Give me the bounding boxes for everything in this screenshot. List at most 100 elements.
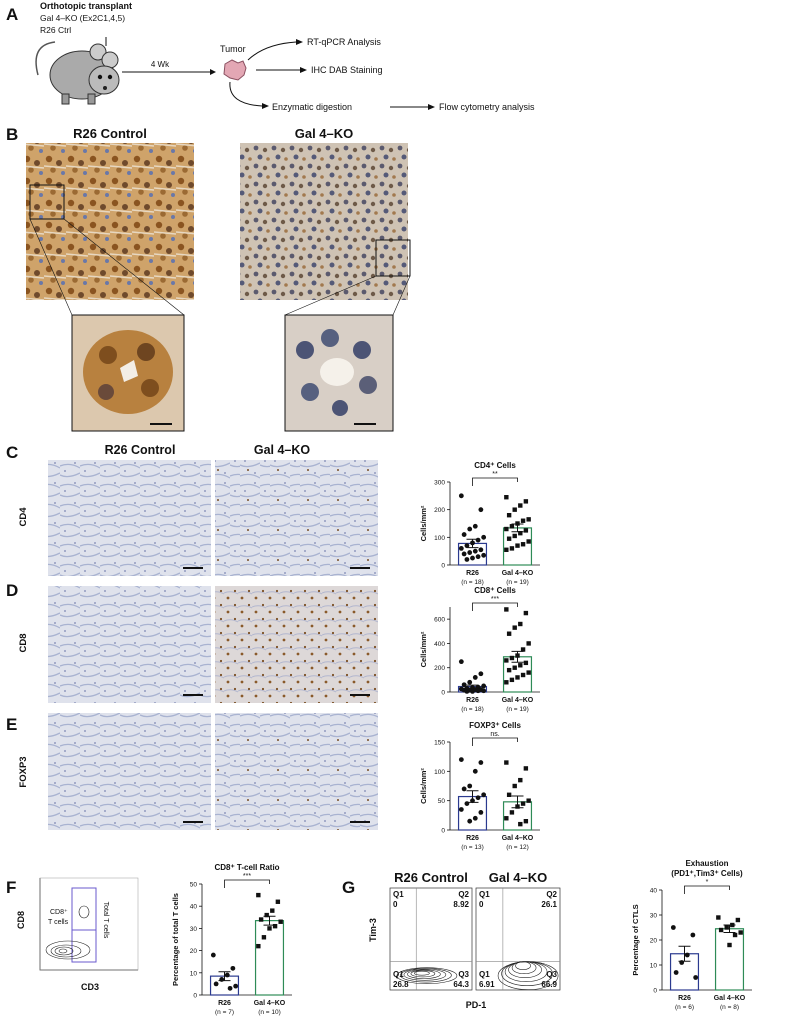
data-point: [518, 530, 523, 536]
inset-image: [284, 314, 394, 432]
tissue-image: [240, 143, 408, 300]
data-point: [673, 970, 679, 975]
contour: [407, 969, 441, 979]
zoom-box: [29, 184, 65, 220]
tissue-image: [26, 143, 194, 300]
texture-shape: [359, 376, 377, 394]
significance-bracket: [472, 477, 518, 486]
chart-title: Exhaustion: [685, 859, 728, 868]
quadrant-name: Q3: [546, 970, 557, 979]
data-point: [470, 798, 475, 804]
contour: [511, 961, 537, 975]
flow-frame: [389, 887, 473, 991]
data-point: [512, 625, 517, 630]
data-point: [472, 768, 478, 774]
y-tick-label: 40: [650, 888, 658, 895]
y-axis-label: Percentage of total T cells: [171, 893, 180, 986]
y-axis-label: Cells/mm²: [419, 768, 428, 804]
y-tick-label: 20: [190, 948, 198, 955]
data-point: [481, 552, 487, 558]
data-point: [478, 671, 484, 677]
data-point: [506, 792, 512, 797]
texture-shape: [321, 329, 339, 347]
data-point: [504, 607, 509, 612]
chart-title: CD4⁺ Cells: [474, 461, 516, 470]
y-tick-label: 50: [438, 798, 446, 805]
texture-shape: [332, 400, 348, 416]
chart-subtitle: (PD1⁺,Tim3⁺ Cells): [671, 869, 743, 878]
group-label: Gal 4–KO (Ex2C1,4,5): [40, 13, 125, 23]
data-point: [481, 683, 487, 689]
quadrant-value: 8.92: [453, 900, 469, 909]
data-point: [526, 670, 531, 675]
data-point: [461, 551, 467, 557]
data-point: [526, 539, 531, 544]
texture-shape: [78, 905, 90, 919]
data-point: [467, 679, 473, 685]
quadrant-value: 26.8: [393, 980, 409, 989]
y-tick-label: 300: [434, 480, 445, 487]
ihc-image: [48, 460, 211, 576]
arrow: [247, 41, 297, 61]
axis-label: PD-1: [466, 1000, 487, 1010]
data-point: [670, 925, 676, 930]
ihc-image: [215, 586, 378, 703]
texture-shape: [35, 41, 56, 76]
row-label: FOXP3: [18, 756, 29, 787]
texture-shape: [54, 946, 74, 956]
texture-shape: [296, 341, 314, 359]
data-point: [504, 760, 509, 765]
data-point: [684, 952, 690, 958]
quadrant-name: Q3: [458, 970, 469, 979]
data-point: [267, 926, 272, 931]
row-label: CD8: [18, 633, 29, 652]
data-point: [275, 899, 281, 904]
data-point: [481, 534, 487, 540]
analysis-label: Flow cytometry analysis: [439, 102, 535, 112]
contour: [400, 968, 452, 983]
data-point: [467, 550, 473, 555]
analysis-label: Enzymatic digestion: [272, 102, 352, 112]
data-point: [520, 647, 526, 652]
n-label: (n = 19): [506, 706, 529, 713]
data-point: [520, 542, 526, 547]
y-tick-label: 0: [441, 828, 445, 835]
data-point: [512, 533, 517, 539]
row-label: CD4: [18, 507, 29, 527]
data-point: [506, 667, 512, 673]
data-point: [515, 675, 520, 680]
panel-letter: G: [342, 878, 355, 897]
texture-shape: [103, 86, 107, 90]
flow-frame: [39, 877, 139, 971]
data-point: [504, 547, 509, 552]
data-point: [464, 801, 470, 806]
data-point: [233, 983, 239, 989]
data-point: [506, 631, 512, 636]
data-point: [481, 688, 487, 694]
data-point: [458, 493, 464, 499]
arrowhead: [296, 39, 303, 45]
data-point: [230, 965, 236, 971]
texture-shape: [58, 948, 68, 954]
y-tick-label: 100: [434, 535, 445, 542]
transplant-title: Orthotopic transplant: [40, 1, 132, 11]
data-point: [526, 641, 531, 646]
duration: 4 Wk: [151, 60, 170, 69]
significance: ***: [243, 873, 251, 880]
data-point: [470, 555, 475, 561]
y-tick-label: 600: [434, 617, 445, 624]
analysis-label: IHC DAB Staining: [311, 65, 383, 75]
data-point: [504, 658, 509, 663]
data-point: [738, 930, 743, 935]
x-tick-label: Gal 4–KO: [502, 697, 534, 704]
data-point: [504, 680, 509, 685]
data-point: [256, 943, 261, 949]
n-label: (n = 13): [461, 844, 484, 851]
panel-letter: B: [6, 125, 18, 144]
data-point: [520, 801, 526, 806]
data-point: [458, 546, 464, 551]
texture-shape: [99, 346, 117, 364]
data-point: [461, 532, 467, 537]
contour: [410, 970, 436, 978]
